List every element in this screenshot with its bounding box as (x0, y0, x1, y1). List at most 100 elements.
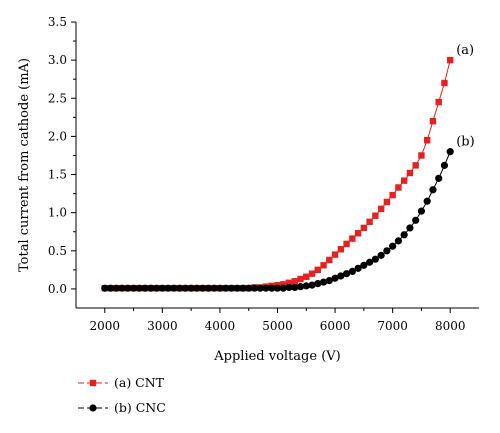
y-tick-label: 0.0 (48, 282, 67, 296)
y-tick-label: 2.0 (48, 129, 67, 143)
x-tick-label: 7000 (377, 319, 408, 333)
data-point (314, 279, 322, 288)
data-point (204, 284, 213, 292)
data-point (124, 284, 132, 292)
data-point (423, 197, 431, 205)
y-axis-title: Total current from cathode (mA) (17, 58, 32, 272)
data-point (441, 79, 448, 87)
data-point (326, 256, 333, 264)
data-point (222, 284, 230, 292)
data-point (262, 284, 270, 292)
data-point (412, 216, 420, 224)
data-point (389, 242, 397, 250)
legend-marker (89, 404, 97, 412)
data-point (285, 279, 293, 287)
y-tick-label: 2.5 (48, 91, 67, 105)
data-point (446, 148, 454, 156)
data-point (406, 169, 414, 177)
axes: 2000 3000 4000 5000 6000 7000 8000 0.0 0.5 1.0 1.5… (48, 15, 479, 333)
data-point (216, 284, 224, 292)
data-point (383, 247, 391, 255)
legend-item: (a) CNT (78, 375, 165, 390)
data-point (435, 98, 442, 106)
legend-marker (89, 379, 97, 387)
data-point (349, 235, 356, 242)
data-point (164, 284, 172, 292)
data-point (412, 162, 419, 169)
data-point (371, 255, 379, 263)
data-point (291, 278, 298, 285)
y-tick-label: 1.5 (48, 168, 67, 182)
y-tick-label: 0.5 (48, 244, 67, 258)
series-cnt: (a) (101, 43, 474, 292)
data-point (147, 284, 155, 292)
data-point (170, 284, 178, 292)
data-point (199, 284, 207, 292)
data-point (256, 284, 264, 292)
data-point (285, 283, 293, 292)
data-point (239, 284, 247, 292)
legend-label: (a) CNT (114, 375, 165, 390)
data-point (187, 284, 195, 292)
data-point (354, 264, 362, 272)
data-point (245, 284, 253, 292)
data-point (400, 177, 408, 184)
data-point (250, 284, 259, 292)
y-tick-label: 1.0 (48, 206, 67, 220)
data-point (302, 282, 310, 290)
data-point (308, 270, 316, 277)
data-point (400, 231, 408, 239)
y-tick-label: 3.0 (48, 53, 67, 67)
data-point (280, 281, 287, 288)
data-point (268, 284, 276, 292)
data-point (389, 191, 396, 199)
data-point (320, 262, 327, 269)
data-point (447, 56, 454, 64)
data-point (342, 270, 351, 278)
data-point (337, 246, 345, 253)
series-annotation: (a) (456, 43, 474, 58)
x-tick-label: 4000 (205, 319, 236, 333)
data-point (314, 266, 321, 274)
series-cnc: (b) (101, 135, 475, 292)
data-point (440, 161, 449, 169)
data-point (181, 284, 189, 292)
plot-area: (a) (b) (101, 43, 475, 292)
x-tick-label: 6000 (320, 319, 351, 333)
data-point (372, 212, 379, 219)
x-axis-title: Applied voltage (V) (213, 349, 340, 364)
series-line (104, 151, 451, 289)
x-tick-label: 2000 (90, 319, 121, 333)
data-point (158, 284, 166, 292)
x-tick-label: 8000 (435, 319, 466, 333)
data-point (141, 284, 149, 292)
data-point (435, 174, 443, 182)
data-point (429, 117, 437, 125)
x-tick-label: 5000 (262, 319, 293, 333)
data-point (118, 284, 126, 292)
data-point (423, 137, 431, 144)
data-point (233, 284, 241, 292)
legend-item: (b) CNC (78, 400, 166, 415)
data-point (279, 284, 287, 292)
data-point (193, 284, 201, 292)
x-tick-label: 3000 (147, 319, 178, 333)
data-point (319, 278, 328, 286)
data-point (360, 224, 368, 232)
data-point (291, 283, 299, 292)
data-point (112, 284, 120, 292)
series-line (104, 60, 451, 289)
data-point (383, 198, 391, 206)
data-point (377, 205, 385, 213)
data-point (210, 284, 218, 292)
data-point (395, 184, 402, 191)
data-point (273, 284, 282, 292)
data-point (377, 251, 385, 259)
data-point (429, 186, 437, 194)
legend: (a) CNT (b) CNC (78, 375, 166, 415)
data-point (394, 237, 402, 245)
data-point (135, 284, 143, 292)
data-point (303, 273, 310, 280)
data-point (106, 284, 115, 292)
